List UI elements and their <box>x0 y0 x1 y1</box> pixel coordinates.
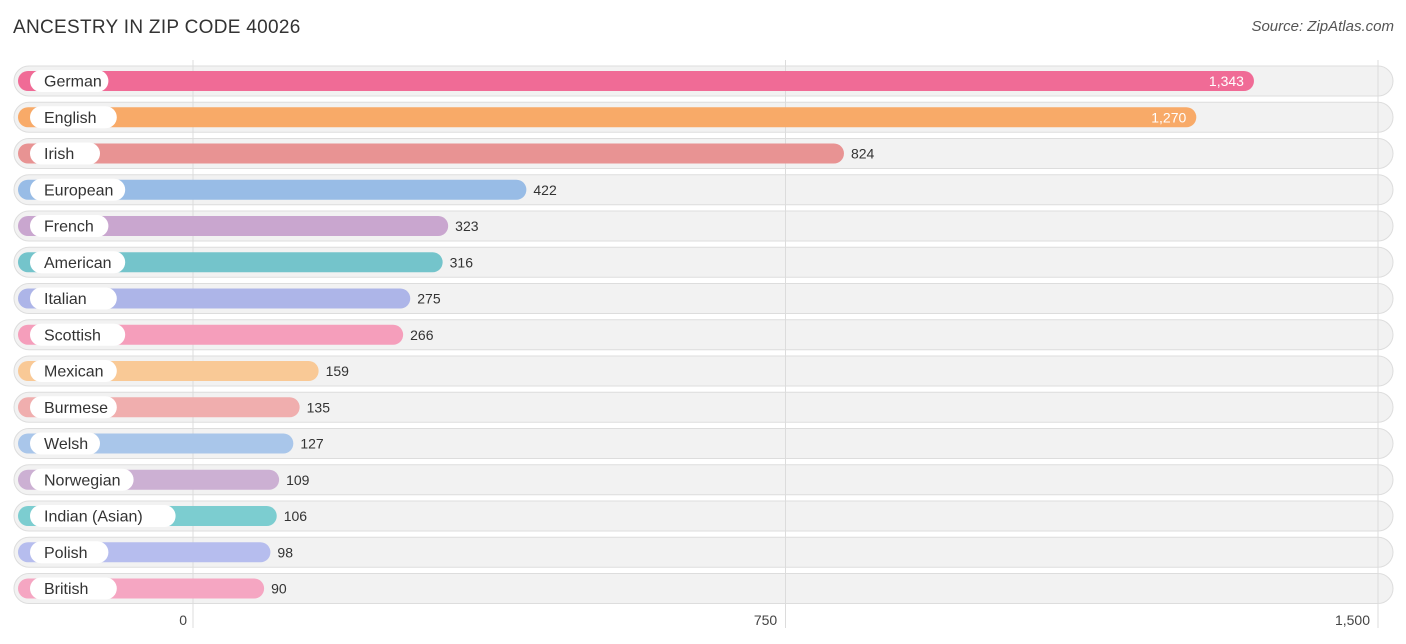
category-pill <box>30 287 117 310</box>
row-background <box>13 573 1394 604</box>
x-tick-label: 0 <box>179 612 187 628</box>
value-label: 106 <box>284 508 308 524</box>
value-label: 323 <box>455 218 479 234</box>
category-pill <box>30 106 117 129</box>
category-label: Indian (Asian) <box>44 509 143 526</box>
bar-french <box>18 216 449 236</box>
value-label: 316 <box>450 254 474 270</box>
category-label: Italian <box>44 291 87 308</box>
category-pill <box>30 505 176 527</box>
bar-european <box>18 179 527 200</box>
category-pill <box>30 468 134 491</box>
row-background <box>13 536 1394 568</box>
row-background <box>13 464 1394 496</box>
value-label: 275 <box>417 291 441 307</box>
value-label: 1,270 <box>1151 109 1186 125</box>
row-background <box>13 355 1394 387</box>
value-label: 422 <box>533 182 557 198</box>
category-pill <box>30 70 109 92</box>
category-label: French <box>44 219 94 236</box>
row-background <box>13 391 1394 423</box>
category-label: German <box>44 74 102 91</box>
category-pill <box>30 142 100 165</box>
value-label: 127 <box>300 436 324 452</box>
x-axis: 0 750 1,500 <box>179 612 1370 628</box>
category-pill <box>30 396 117 419</box>
category-pill <box>30 432 100 455</box>
x-tick-label: 750 <box>754 612 778 628</box>
value-label: 266 <box>410 327 434 343</box>
category-pill <box>30 215 109 237</box>
bar-english <box>18 107 1197 128</box>
category-label: English <box>44 110 96 127</box>
category-label: British <box>44 581 88 598</box>
category-label: Polish <box>44 545 88 562</box>
value-label: 135 <box>307 399 331 415</box>
category-pill <box>30 323 126 346</box>
value-label: 824 <box>851 146 875 162</box>
category-label: Norwegian <box>44 472 120 489</box>
value-label: 1,343 <box>1209 73 1244 89</box>
x-tick-label: 1,500 <box>1335 612 1370 628</box>
value-label: 109 <box>286 472 310 488</box>
category-pill <box>30 178 126 201</box>
category-pill <box>30 251 126 274</box>
source-label: Source: ZipAtlas.com <box>1251 18 1394 35</box>
category-label: European <box>44 182 113 199</box>
bar-irish <box>18 143 844 164</box>
category-pill <box>30 360 117 382</box>
category-label: American <box>44 255 112 272</box>
bar-american <box>18 252 443 273</box>
category-label: Irish <box>44 146 74 163</box>
value-label: 159 <box>326 363 350 379</box>
category-pill <box>30 577 117 600</box>
category-label: Welsh <box>44 436 88 453</box>
category-pill <box>30 541 109 564</box>
category-label: Mexican <box>44 364 104 381</box>
bar-italian <box>18 288 411 309</box>
category-label: Scottish <box>44 327 101 344</box>
bars: German 1,343 English 1,270 Irish 824 European 4… <box>18 70 1254 600</box>
value-label: 90 <box>271 581 287 597</box>
category-label: Burmese <box>44 400 108 417</box>
chart-title: ANCESTRY IN ZIP CODE 40026 <box>13 17 301 38</box>
value-label: 98 <box>277 544 293 560</box>
row-background <box>13 428 1394 459</box>
bar-german <box>18 71 1254 91</box>
row-background <box>13 500 1394 532</box>
